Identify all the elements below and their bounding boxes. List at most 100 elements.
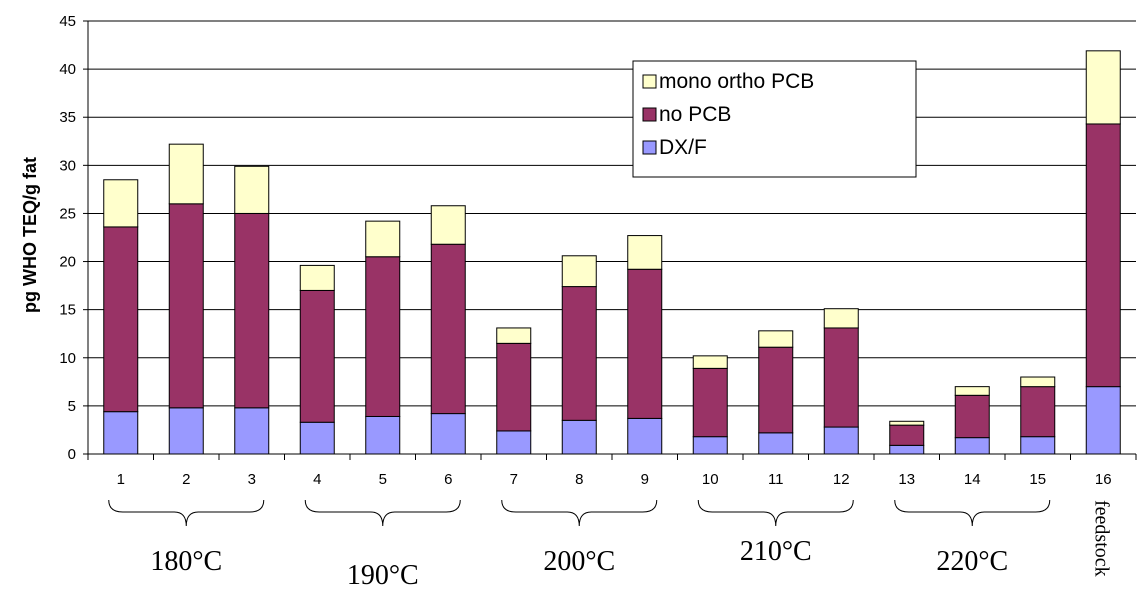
- bar-segment: [430, 243, 466, 415]
- group-brace: [108, 499, 265, 527]
- y-tick-label: 10: [59, 350, 76, 367]
- bar-segment: [954, 437, 990, 455]
- y-tick-label: 20: [59, 254, 76, 271]
- bar-segment: [692, 436, 728, 455]
- bar-segment: [299, 289, 335, 423]
- group-brace: [894, 499, 1051, 527]
- bar-segment: [103, 179, 139, 228]
- legend-box: [632, 60, 917, 178]
- x-tick-label: 4: [313, 471, 321, 488]
- bar-segment: [561, 286, 597, 421]
- group-brace: [697, 499, 854, 527]
- bar-segment: [1020, 376, 1056, 388]
- bar-segment: [823, 426, 859, 455]
- bar-segment: [954, 386, 990, 396]
- bar-segment: [234, 212, 270, 409]
- bar-segment: [496, 327, 532, 344]
- legend-swatch: [642, 74, 657, 89]
- bar-segment: [299, 264, 335, 291]
- x-tick-label: 14: [964, 471, 981, 488]
- y-tick-label: 5: [68, 398, 76, 415]
- feedstock-label: feedstock: [1090, 500, 1112, 577]
- bar-segment: [758, 330, 794, 348]
- group-brace: [304, 499, 461, 527]
- y-tick-label: 30: [59, 157, 76, 174]
- bar-segment: [430, 413, 466, 455]
- group-label: 190°C: [347, 560, 419, 591]
- x-tick-label: 6: [444, 471, 452, 488]
- y-tick-labels: 0 5 10 15 20 25 30 35 40 45: [59, 13, 76, 463]
- x-tick-label: 2: [182, 471, 190, 488]
- bar-segment: [823, 308, 859, 329]
- bar-segment: [758, 432, 794, 455]
- bar-segment: [234, 407, 270, 455]
- bar-segment: [168, 407, 204, 455]
- bar-segment: [1085, 50, 1121, 125]
- axes: [83, 20, 1137, 460]
- bar-segment: [168, 143, 204, 205]
- bar-segment: [692, 367, 728, 438]
- x-tick-label: 11: [768, 471, 784, 488]
- bar-segment: [168, 203, 204, 409]
- bar-segment: [496, 342, 532, 432]
- bar-segment: [299, 421, 335, 455]
- x-tick-label: 13: [898, 471, 915, 488]
- bar-segment: [561, 419, 597, 455]
- bar-segment: [1085, 386, 1121, 455]
- group-brace: [501, 499, 658, 527]
- y-tick-label: 40: [59, 61, 76, 78]
- legend-label: DX/F: [659, 136, 707, 159]
- temperature-groups: 180°C 190°C 200°C 210°C 220°C feedstock: [108, 499, 1112, 591]
- bar-segment: [889, 424, 925, 446]
- y-tick-label: 0: [68, 446, 76, 463]
- y-axis-label: pg WHO TEQ/g fat: [20, 157, 40, 313]
- bar-segment: [365, 415, 401, 455]
- bar-segment: [561, 255, 597, 288]
- bars: [103, 50, 1121, 455]
- bar-segment: [103, 226, 139, 413]
- bar-segment: [758, 346, 794, 434]
- legend-label: no PCB: [659, 103, 731, 126]
- legend-swatch: [642, 140, 657, 155]
- group-label: 200°C: [543, 546, 615, 577]
- bar-segment: [1085, 123, 1121, 388]
- bar-segment: [365, 220, 401, 258]
- x-tick-label: 7: [510, 471, 518, 488]
- group-label: 210°C: [740, 536, 812, 567]
- bar-segment: [627, 268, 663, 419]
- group-label: 220°C: [936, 546, 1008, 577]
- bar-segment: [430, 205, 466, 245]
- x-tick-label: 12: [833, 471, 850, 488]
- bar-segment: [889, 420, 925, 426]
- bar-segment: [496, 430, 532, 455]
- bar-segment: [889, 444, 925, 455]
- x-tick-label: 1: [117, 471, 125, 488]
- x-tick-label: 16: [1095, 471, 1112, 488]
- bar-segment: [627, 235, 663, 270]
- bar-segment: [627, 417, 663, 455]
- bar-segment: [234, 165, 270, 214]
- x-tick-label: 10: [702, 471, 719, 488]
- bar-segment: [954, 394, 990, 439]
- x-tick-label: 3: [248, 471, 256, 488]
- group-label: 180°C: [150, 546, 222, 577]
- bar-segment: [103, 411, 139, 455]
- y-tick-label: 25: [59, 205, 76, 222]
- bar-segment: [1020, 436, 1056, 455]
- y-tick-label: 15: [59, 302, 76, 319]
- x-tick-label: 8: [575, 471, 583, 488]
- legend-label: mono ortho PCB: [659, 70, 814, 93]
- x-tick-labels: 1 2 3 4 5 6 7 8 9 10 11 12 13 14 15 16: [117, 471, 1112, 488]
- bar-segment: [365, 256, 401, 417]
- bar-segment: [1020, 386, 1056, 438]
- x-tick-label: 9: [641, 471, 649, 488]
- legend-swatch: [642, 107, 657, 122]
- bar-segment: [692, 355, 728, 369]
- legend: mono ortho PCB no PCB DX/F: [632, 60, 917, 178]
- bar-segment: [823, 327, 859, 428]
- x-tick-label: 15: [1029, 471, 1046, 488]
- y-tick-label: 35: [59, 109, 76, 126]
- x-tick-label: 5: [379, 471, 387, 488]
- y-tick-label: 45: [59, 13, 76, 30]
